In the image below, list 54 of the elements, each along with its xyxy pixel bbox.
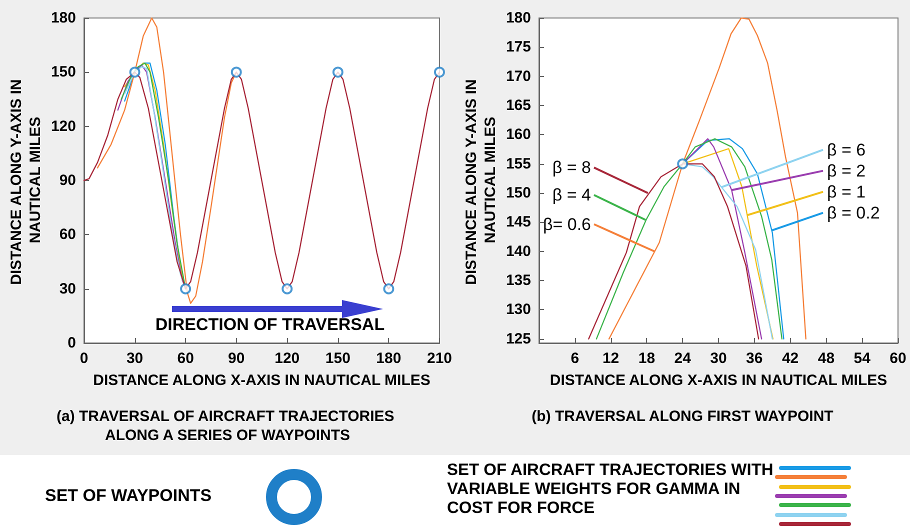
y-tick-label: 135 <box>506 272 531 290</box>
annotation: β = 8 <box>552 158 591 178</box>
x-tick-label: 36 <box>746 350 763 367</box>
y-tick-label: 90 <box>59 172 76 189</box>
y-tick-label: 155 <box>506 155 531 172</box>
x-tick-label: 180 <box>376 350 402 367</box>
text: (a) TRAVERSAL OF AIRCRAFT TRAJECTORIES ALONG A SERIES OF WAYPOINTS <box>56 408 398 444</box>
y-axis-title: DISTANCE ALONG Y-AXIS IN NAUTICAL MILES <box>463 75 499 285</box>
x-tick-label: 48 <box>818 350 835 367</box>
x-tick-label: 30 <box>710 350 727 367</box>
x-tick-label: 60 <box>177 350 194 367</box>
y-tick-label: 30 <box>59 280 76 298</box>
x-tick-label: 120 <box>274 350 300 367</box>
annotation: β = 2 <box>827 161 866 180</box>
y-tick-label: 0 <box>68 334 76 352</box>
y-tick-label: 120 <box>50 118 76 135</box>
y-tick-label: 175 <box>506 38 531 56</box>
y-tick-label: 150 <box>506 184 531 202</box>
annotation: β = 0.2 <box>827 203 880 222</box>
x-tick-label: 6 <box>570 350 580 367</box>
y-tick-label: 130 <box>506 301 531 318</box>
x-tick-label: 150 <box>325 350 350 367</box>
x-tick-label: 60 <box>890 350 906 367</box>
y-tick-label: 60 <box>59 226 76 244</box>
y-tick-label: 180 <box>506 10 531 26</box>
x-tick-label: 210 <box>426 350 452 367</box>
annotation: β = 1 <box>827 182 866 202</box>
y-tick-label: 165 <box>506 97 531 114</box>
annotation: β = 4 <box>552 186 591 205</box>
y-axis-title: DISTANCE ALONG Y-AXIS IN NAUTICAL MILES <box>8 75 44 285</box>
text: (b) TRAVERSAL ALONG FIRST WAYPOINT <box>532 408 834 425</box>
x-tick-label: 0 <box>80 350 88 367</box>
x-tick-label: 90 <box>228 350 245 367</box>
x-tick-label: 42 <box>782 350 799 367</box>
y-tick-label: 150 <box>50 64 76 81</box>
y-tick-label: 145 <box>506 214 531 231</box>
x-tick-label: 18 <box>638 350 656 367</box>
x-axis-title: DISTANCE ALONG X-AXIS IN NAUTICAL MILES <box>550 372 888 389</box>
y-tick-label: 180 <box>50 10 76 26</box>
x-tick-label: 54 <box>854 350 872 367</box>
annotation: β= 0.6 <box>542 214 591 234</box>
x-tick-label: 30 <box>126 350 144 367</box>
x-tick-label: 12 <box>602 350 620 367</box>
text: SET OF AIRCRAFT TRAJECTORIES WITH VARIABLE WEIGHTS FOR GAMMA IN COST FOR FORCE <box>447 461 774 518</box>
y-tick-label: 125 <box>506 330 531 348</box>
annotation: DIRECTION OF TRAVERSAL <box>154 315 386 335</box>
line-series <box>596 138 783 340</box>
y-tick-label: 160 <box>506 126 531 144</box>
annotation: β = 6 <box>827 140 866 160</box>
x-tick-label: 24 <box>674 350 692 367</box>
text: SET OF WAYPOINTS <box>45 486 212 506</box>
y-tick-label: 170 <box>506 68 531 85</box>
x-axis-title: DISTANCE ALONG X-AXIS IN NAUTICAL MILES <box>93 372 430 389</box>
y-tick-label: 140 <box>506 242 531 260</box>
